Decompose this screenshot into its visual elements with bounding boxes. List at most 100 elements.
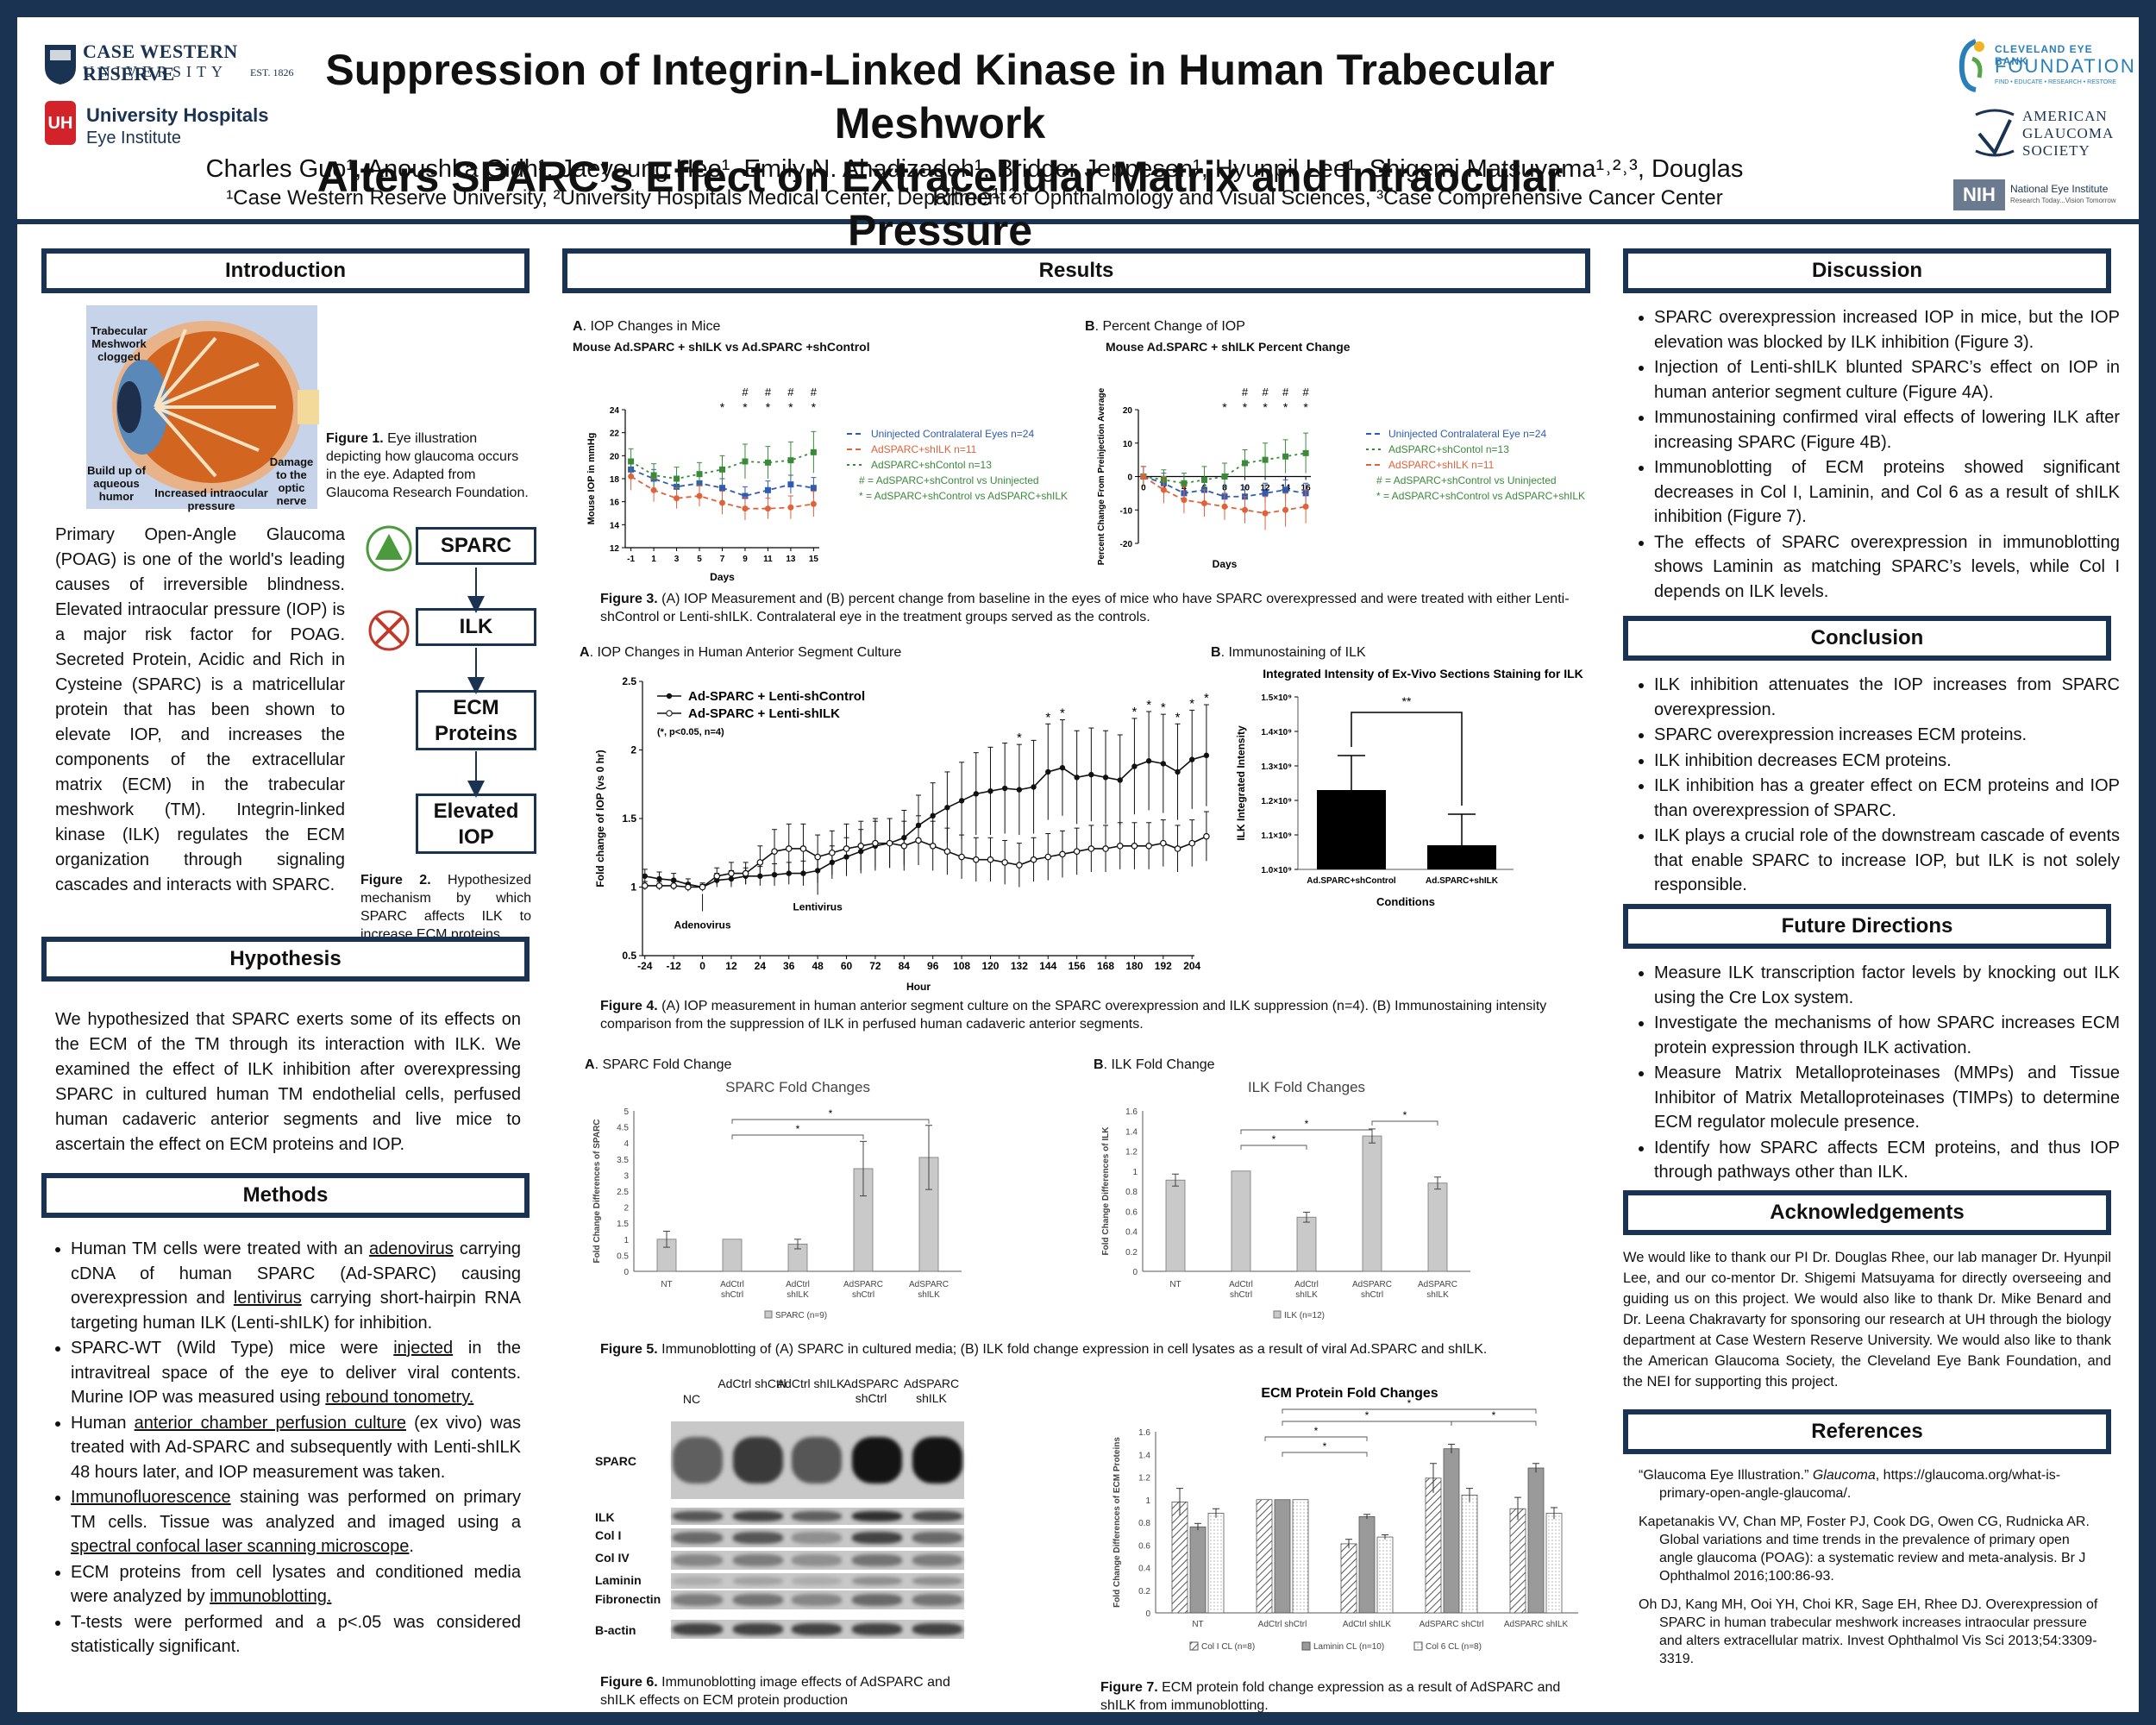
significance-star: * [1403, 1109, 1407, 1121]
y-tick-label: 0.8 [1125, 1188, 1138, 1197]
y-tick-label: 1.2 [1125, 1148, 1138, 1157]
data-point [973, 791, 979, 797]
conclusion-list: ILK inhibition attenuates the IOP increa… [1630, 673, 2120, 899]
poster: CASE WESTERN RESERVE UNIVERSITY EST. 182… [17, 17, 2139, 1713]
blot-row-label: Col I [595, 1528, 622, 1542]
y-tick-label: 0.5 [622, 950, 636, 962]
x-tick-label: shILK [1295, 1290, 1318, 1300]
bar [1427, 1182, 1448, 1272]
legend-note: # = AdSPARC+shControl vs Uninjected [859, 474, 1039, 486]
significance-star: * [1323, 1440, 1327, 1452]
discussion-item-2: Injection of Lenti-shILK blunted SPARC’s… [1654, 355, 2120, 405]
y-tick-label: 1.4 [1138, 1451, 1150, 1460]
data-point [814, 853, 821, 861]
legend-swatch [1301, 1641, 1311, 1651]
x-axis-label: Days [1213, 558, 1238, 569]
blot-band [852, 1554, 902, 1566]
y-tick-label: 0 [1145, 1609, 1150, 1619]
data-point [696, 492, 703, 499]
fig4a-chart: 0.5 1 1.5 2 2.5 -24 -12 0 12 24 36 48 60 72 84 96 108 120… [594, 675, 1210, 993]
svg-text:UH: UH [48, 114, 73, 133]
data-point [628, 458, 635, 465]
blot-band [852, 1594, 902, 1606]
data-point [670, 882, 677, 889]
y-axis-label: Percent Change From Preinjection Average [1097, 387, 1106, 565]
annotation-lentivirus: Lentivirus [793, 900, 843, 913]
data-point [1031, 784, 1037, 790]
data-point [857, 843, 865, 850]
significance-bracket [1282, 1408, 1537, 1414]
inhibit-x-icon [368, 610, 410, 651]
legend-label: ILK (n=12) [1284, 1311, 1325, 1320]
legend-label: Ad-SPARC + Lenti-shControl [688, 689, 865, 704]
blot-band [792, 1623, 842, 1635]
ags-logo-icon [1975, 109, 2015, 157]
methods-item-1: Human TM cells were treated with an aden… [71, 1237, 521, 1335]
fig1-label-damage: Damage to the optic nerve [269, 455, 314, 507]
data-point [943, 848, 951, 855]
methods-item-2: SPARC-WT (Wild Type) mice were injected … [71, 1336, 521, 1410]
x-tick-label: AdSPARC shCtrl [1420, 1620, 1484, 1629]
data-point [650, 472, 657, 479]
blot-band [673, 1576, 723, 1586]
blot-band [733, 1511, 783, 1521]
significance-hash: # [765, 386, 772, 398]
fig5a-chart: SPARC Fold Changes 0 0.5 1 1.5 2 2.5 3 3.5 4 4.5 5 N… [592, 1079, 962, 1320]
data-point [674, 475, 680, 482]
y-tick-label: 0.2 [1125, 1248, 1138, 1258]
methods-heading: Methods [41, 1173, 530, 1218]
x-tick-label: AdCtrl [786, 1280, 810, 1289]
blot-row-label: SPARC [595, 1454, 636, 1468]
data-point [886, 839, 893, 847]
bar [1256, 1499, 1273, 1614]
y-axis-label: ILK Integrated Intensity [1235, 725, 1247, 841]
data-point [685, 883, 692, 891]
significance-hash: # [1282, 386, 1289, 398]
fig1-caption-text: Eye illustration depicting how glaucoma … [326, 431, 529, 500]
data-point [1203, 752, 1210, 759]
data-point [1200, 500, 1207, 506]
legend-label: Col I CL (n=8) [1201, 1642, 1255, 1652]
data-point [929, 843, 937, 850]
bar [722, 1239, 743, 1272]
hypothesis-text: We hypothesized that SPARC exerts some o… [55, 1010, 521, 1154]
x-tick-label: shCtrl [852, 1290, 874, 1300]
blot-band [733, 1594, 783, 1606]
data-point [756, 859, 764, 866]
y-tick-label: 0.2 [1138, 1587, 1150, 1596]
figure-3-caption: Figure 3. (A) IOP Measurement and (B) pe… [600, 592, 1570, 624]
blot-band [912, 1437, 962, 1484]
significance-hash: # [811, 386, 818, 398]
y-tick-label: 0 [624, 1268, 629, 1277]
significance-star: * [743, 400, 748, 414]
blot-lane-label: AdSPARC shCtrl [843, 1377, 899, 1405]
uh-logo: UH University Hospitals Eye Institute [43, 99, 302, 160]
x-tick-label: AdSPARC [1352, 1280, 1392, 1289]
chart-title: ECM Protein Fold Changes [1261, 1386, 1438, 1401]
x-tick-label: 0 [1141, 484, 1146, 493]
blot-band [912, 1554, 962, 1566]
reference-item-3: Oh DJ, Kang MH, Ooi YH, Choi KR, Sage EH… [1639, 1597, 2098, 1666]
figure-5-caption: Figure 5. Immunoblotting of (A) SPARC in… [600, 1342, 1488, 1357]
data-point [1044, 853, 1052, 861]
poster-title: Suppression of Integrin-Linked Kinase in… [310, 43, 1570, 257]
ags-logo: AMERICAN GLAUCOMA SOCIETY [1971, 108, 2126, 177]
blot-band [852, 1532, 902, 1544]
fig2-caption-label: Figure 2. [360, 873, 431, 888]
data-point [944, 805, 950, 811]
fig4a-title: A. IOP Changes in Human Anterior Segment… [580, 645, 902, 660]
future-item-3: Measure Matrix Metalloproteinases (MMPs)… [1654, 1061, 2120, 1135]
y-tick-label: 0 [1132, 1268, 1138, 1277]
bar [1189, 1526, 1206, 1614]
data-point [1016, 862, 1023, 869]
data-point [1001, 785, 1008, 792]
x-tick-label: 1 [651, 555, 656, 564]
x-tick-label: 156 [1069, 960, 1086, 972]
annotation-adenovirus: Adenovirus [674, 919, 731, 932]
data-point [764, 459, 771, 466]
significance-star: * [1263, 400, 1268, 414]
bar [1427, 845, 1496, 869]
x-tick-label: 0 [699, 960, 705, 972]
x-tick-label: 84 [899, 960, 911, 972]
